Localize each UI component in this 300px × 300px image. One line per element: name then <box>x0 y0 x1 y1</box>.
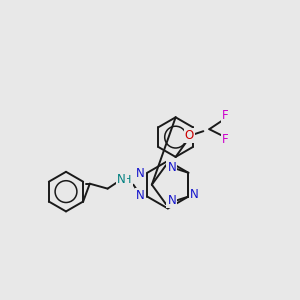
Text: N: N <box>167 194 176 207</box>
Text: N: N <box>136 167 145 180</box>
Text: N: N <box>190 188 199 201</box>
Text: F: F <box>222 109 229 122</box>
Text: N: N <box>136 189 145 202</box>
Text: O: O <box>185 129 194 142</box>
Text: F: F <box>222 133 229 146</box>
Text: N: N <box>117 173 126 186</box>
Text: N: N <box>167 161 176 174</box>
Text: H: H <box>123 175 132 185</box>
